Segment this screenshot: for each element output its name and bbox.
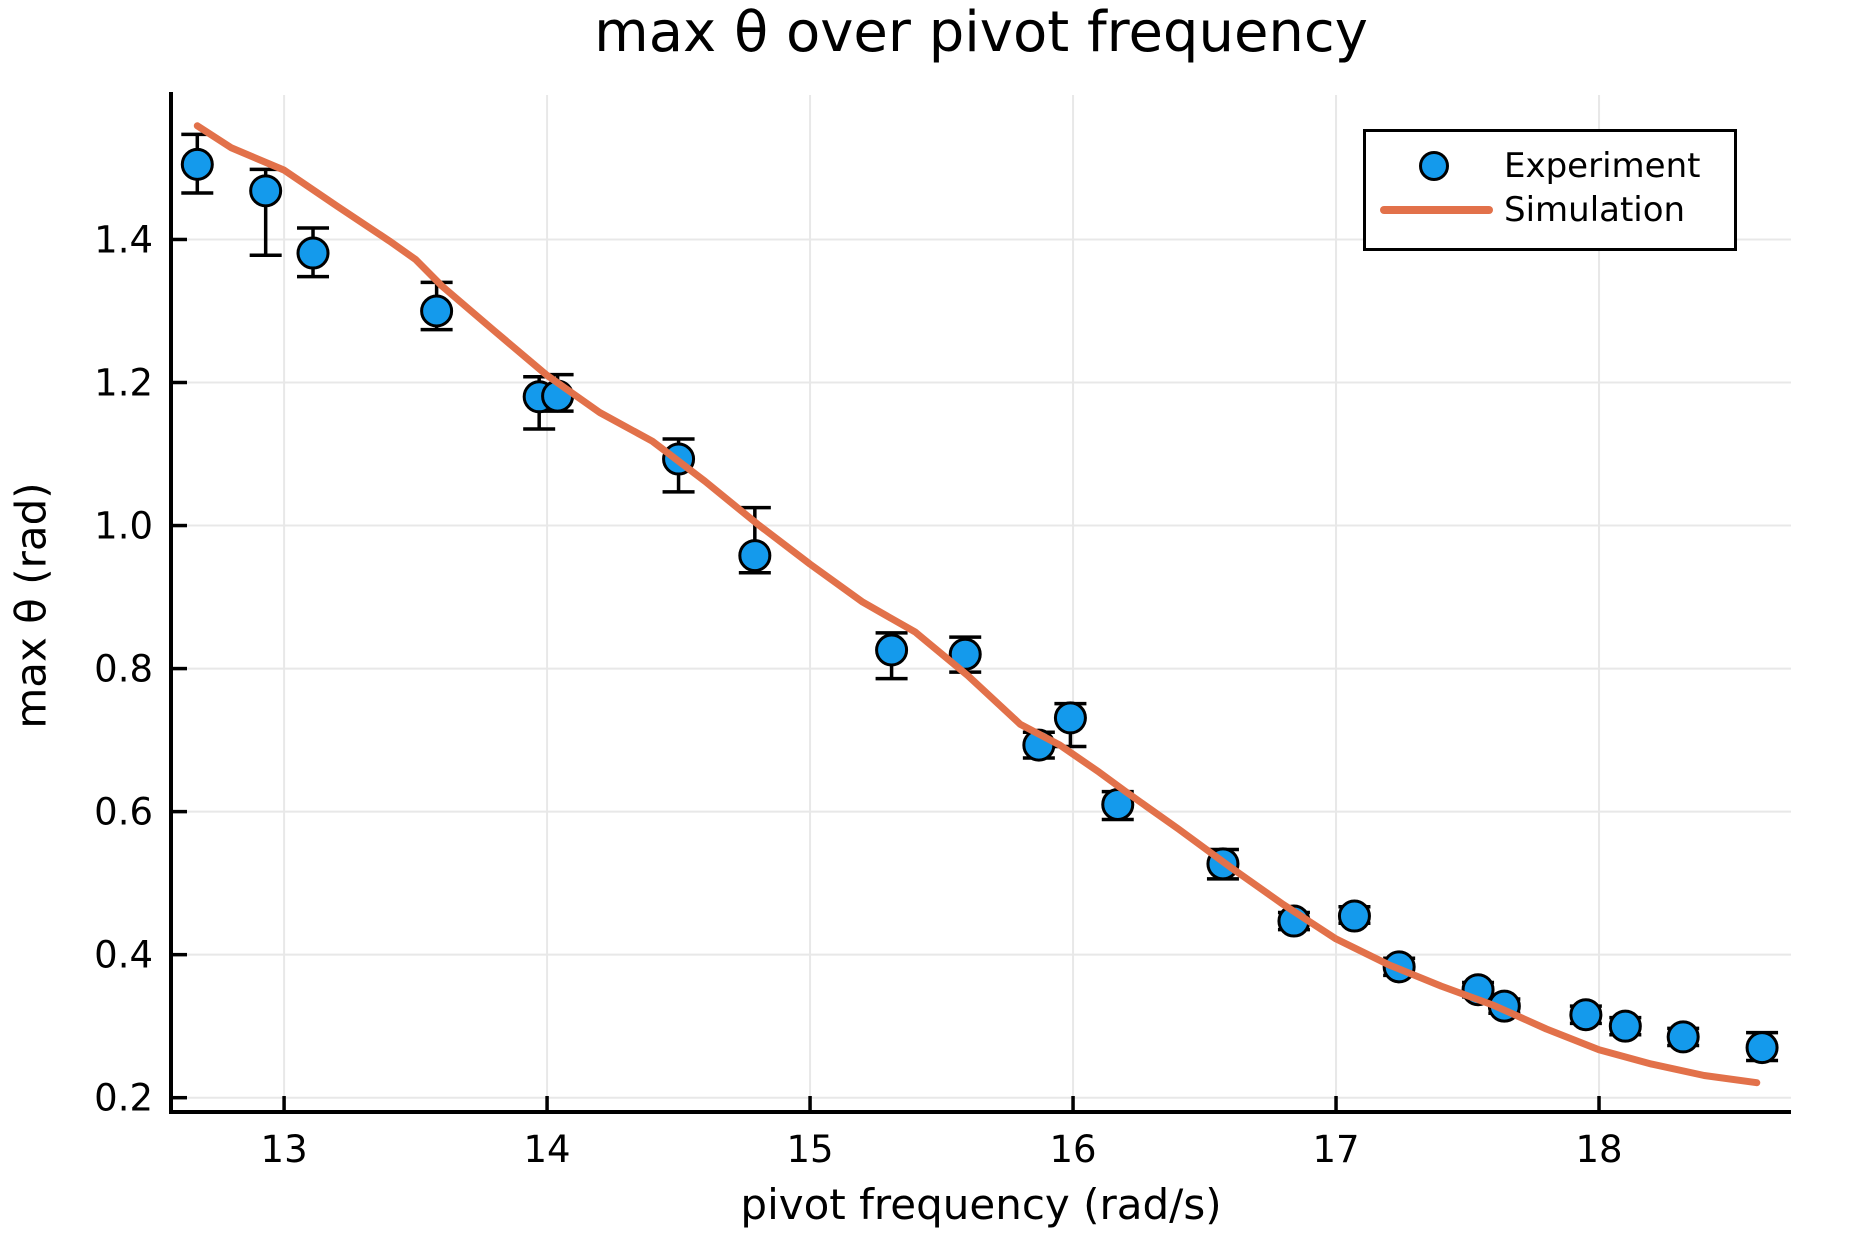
x-tick-label: 18 [1575, 1128, 1622, 1171]
y-tick-label: 1.4 [94, 218, 153, 261]
experiment-point [1608, 1009, 1642, 1043]
legend: Experiment Simulation [1363, 129, 1737, 251]
x-tick-label: 17 [1312, 1128, 1359, 1171]
experiment-point [1666, 1020, 1700, 1054]
legend-label-simulation: Simulation [1504, 190, 1686, 230]
x-axis-label: pivot frequency (rad/s) [740, 1180, 1222, 1229]
experiment-point [1337, 899, 1371, 933]
chart-title: max θ over pivot frequency [594, 0, 1368, 65]
simulation-line-icon [1380, 206, 1493, 214]
x-tick-label: 13 [261, 1128, 308, 1171]
legend-entry-simulation: Simulation [1366, 188, 1734, 232]
experiment-point [296, 236, 330, 270]
y-tick-label: 0.8 [94, 648, 153, 691]
legend-entry-experiment: Experiment [1366, 144, 1734, 188]
simulation-curve [193, 122, 1761, 1087]
y-tick-label: 0.4 [94, 934, 153, 977]
x-tick-label: 16 [1049, 1128, 1096, 1171]
experiment-point [1745, 1031, 1779, 1065]
y-tick-label: 1.0 [94, 505, 153, 548]
y-tick-label: 0.6 [94, 791, 153, 834]
experiment-point [1569, 998, 1603, 1032]
experiment-point [738, 539, 772, 573]
experiment-point [249, 174, 283, 208]
x-tick-label: 15 [787, 1128, 834, 1171]
y-tick-label: 0.2 [94, 1077, 153, 1120]
x-tick-label: 14 [524, 1128, 571, 1171]
experiment-point [420, 294, 454, 328]
experiment-point [180, 147, 214, 181]
experiment-point [875, 633, 909, 667]
legend-label-experiment: Experiment [1504, 146, 1701, 186]
y-tick-label: 1.2 [94, 362, 153, 405]
experiment-marker-icon [1419, 151, 1449, 181]
experiment-point [1053, 701, 1087, 735]
